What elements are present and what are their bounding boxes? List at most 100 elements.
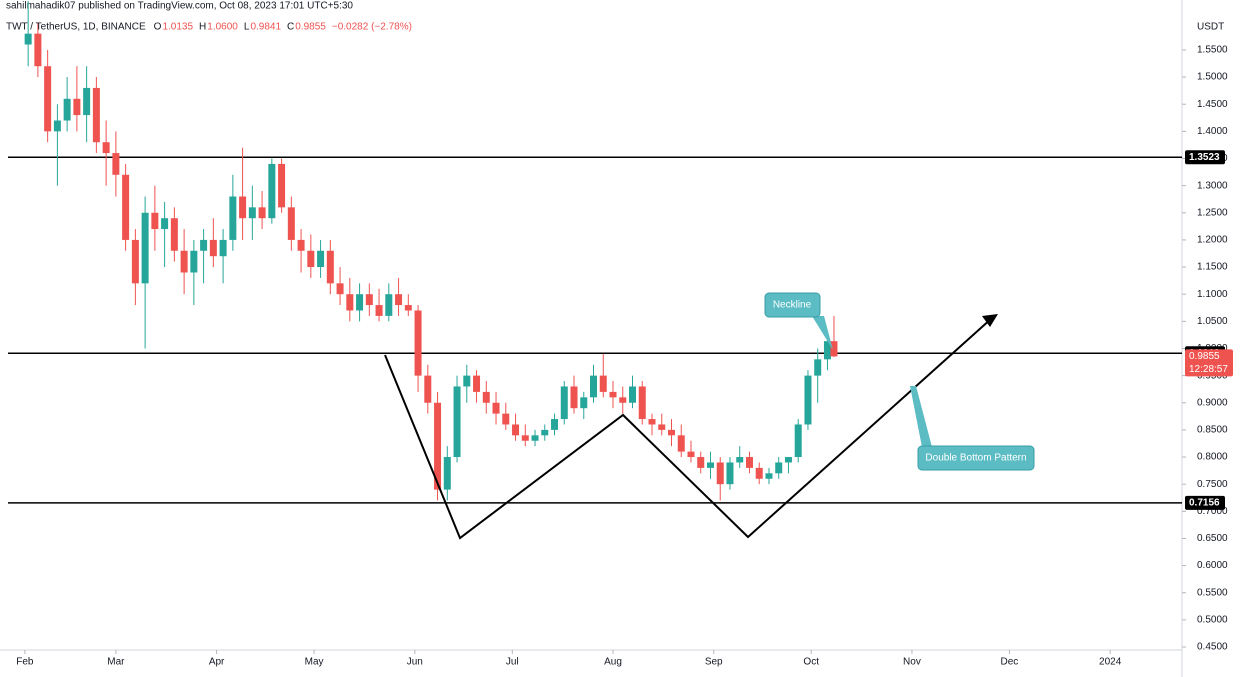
candle-body bbox=[590, 375, 598, 398]
candle-body bbox=[131, 239, 139, 284]
y-tick-label: 1.4000 bbox=[1197, 126, 1228, 137]
candle-body bbox=[112, 153, 120, 175]
candle-body bbox=[287, 207, 295, 240]
candle-body bbox=[34, 33, 42, 67]
candle-body bbox=[24, 33, 32, 45]
candle-body bbox=[697, 457, 705, 468]
candle-body bbox=[122, 174, 130, 240]
y-tick-label: 0.9000 bbox=[1197, 397, 1228, 408]
x-tick-label: Oct bbox=[803, 657, 819, 668]
level-label-box bbox=[1185, 495, 1225, 510]
candle-body bbox=[667, 429, 675, 436]
candle-body bbox=[326, 250, 334, 284]
candle-body bbox=[239, 196, 247, 219]
candle-body bbox=[541, 429, 549, 436]
candle-body bbox=[102, 142, 110, 154]
y-tick-label: 1.2000 bbox=[1197, 235, 1228, 246]
x-tick-label: Apr bbox=[209, 657, 225, 668]
candle-body bbox=[794, 424, 802, 458]
callout-pointer bbox=[812, 316, 833, 350]
candle-body bbox=[512, 424, 520, 436]
candle-body bbox=[307, 250, 315, 268]
candle-body bbox=[375, 305, 383, 316]
level-label: 1.3523 bbox=[1189, 152, 1220, 163]
y-tick-label: 0.7500 bbox=[1197, 479, 1228, 490]
candle-body bbox=[219, 239, 227, 257]
x-tick-label: Feb bbox=[16, 657, 34, 668]
candle-body bbox=[706, 462, 714, 468]
ohlc-key: C bbox=[287, 22, 294, 33]
candle-body bbox=[560, 386, 568, 420]
annotation: Neckline bbox=[773, 300, 812, 311]
candle-body bbox=[531, 435, 539, 441]
candle-body bbox=[830, 341, 838, 357]
candle-body bbox=[268, 163, 276, 219]
candle-body bbox=[151, 212, 159, 230]
x-tick-label: Mar bbox=[107, 657, 125, 668]
candle-body bbox=[745, 457, 753, 468]
candle-body bbox=[180, 250, 188, 273]
candle-body bbox=[44, 66, 52, 132]
ohlc-value: 0.9841 bbox=[250, 22, 281, 33]
candle-body bbox=[502, 413, 510, 425]
candle-body bbox=[453, 386, 461, 458]
candle-body bbox=[619, 397, 627, 403]
y-tick-label: 1.1000 bbox=[1197, 289, 1228, 300]
y-tick-label: 1.1500 bbox=[1197, 262, 1228, 273]
callout-box bbox=[917, 445, 1035, 471]
candle-body bbox=[784, 457, 792, 463]
level-label: 0.7156 bbox=[1189, 497, 1220, 508]
price-label-box bbox=[1185, 349, 1233, 377]
y-tick-label: 0.6000 bbox=[1197, 560, 1228, 571]
candle-body bbox=[434, 402, 442, 490]
candle-body bbox=[404, 305, 412, 311]
candle-body bbox=[473, 375, 481, 392]
candle-body bbox=[580, 397, 588, 409]
callout-box bbox=[764, 292, 821, 318]
ohlc-value: 1.0135 bbox=[162, 22, 193, 33]
y-tick-label: 0.8500 bbox=[1197, 425, 1228, 436]
candle-body bbox=[492, 402, 500, 414]
candle-body bbox=[53, 120, 61, 132]
candle-body bbox=[395, 294, 403, 306]
candle-body bbox=[755, 467, 763, 479]
change: −0.0282 (−2.78%) bbox=[332, 22, 412, 33]
y-tick-label: 1.5500 bbox=[1197, 45, 1228, 56]
candle-body bbox=[141, 212, 149, 284]
candle-body bbox=[726, 462, 734, 485]
ohlc-value: 1.0600 bbox=[207, 22, 238, 33]
x-tick-label: Sep bbox=[705, 657, 723, 668]
x-tick-label: May bbox=[305, 657, 324, 668]
candle-body bbox=[346, 294, 354, 311]
y-tick-label: 1.3000 bbox=[1197, 180, 1228, 191]
candle-body bbox=[385, 294, 393, 316]
candle-body bbox=[336, 283, 344, 295]
candle-body bbox=[687, 451, 695, 458]
x-tick-label: Aug bbox=[604, 657, 622, 668]
candle-body bbox=[629, 386, 637, 403]
candle-body bbox=[521, 435, 529, 441]
candle-body bbox=[570, 386, 578, 409]
candle-body bbox=[200, 239, 208, 251]
candle-body bbox=[823, 341, 831, 360]
candle-body bbox=[297, 239, 305, 251]
candle-body bbox=[804, 375, 812, 425]
candle-body bbox=[190, 250, 198, 273]
candle-body bbox=[365, 294, 373, 306]
candle-body bbox=[648, 419, 656, 425]
candle-body bbox=[63, 98, 71, 121]
candle-body bbox=[161, 218, 169, 230]
y-tick-label: 1.2500 bbox=[1197, 207, 1228, 218]
annotation: Double Bottom Pattern bbox=[925, 453, 1026, 464]
x-tick-label: 2024 bbox=[1099, 657, 1122, 668]
ohlc-key: O bbox=[154, 22, 162, 33]
arrow-head bbox=[982, 314, 998, 327]
candle-body bbox=[229, 196, 237, 240]
candle-body bbox=[73, 98, 81, 116]
price-label: 0.9855 bbox=[1189, 351, 1220, 362]
symbol: TWT / TetherUS, 1D, BINANCE bbox=[6, 22, 146, 33]
candle-body bbox=[248, 207, 256, 219]
candle-body bbox=[736, 457, 744, 463]
